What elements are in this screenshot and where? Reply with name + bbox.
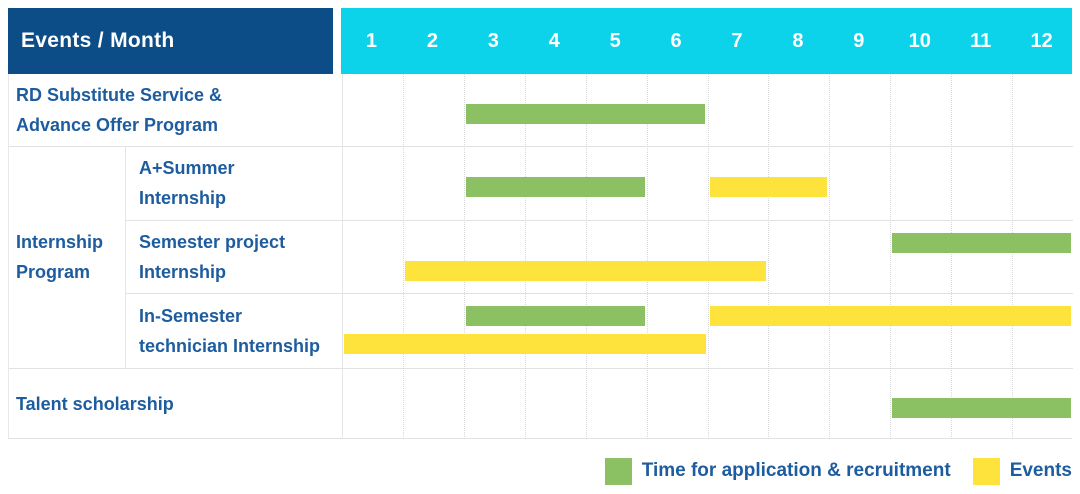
events-month-table: Events / Month 1 2 3 4 5 6 7 8 9 10 11 1… xyxy=(8,8,1073,439)
month-header-strip: 1 2 3 4 5 6 7 8 9 10 11 12 xyxy=(341,8,1072,74)
group-sublabel-divider xyxy=(125,146,126,368)
month-gridline xyxy=(1012,74,1014,439)
application-bar xyxy=(465,177,645,197)
month-gridline xyxy=(402,74,404,439)
month-gridline xyxy=(524,74,526,439)
row-label-text: A+Summer xyxy=(139,158,235,178)
month-header-cell: 1 xyxy=(365,29,378,52)
row-label-a-plus-summer-internship: A+Summer Internship xyxy=(125,146,342,220)
month-header-cell: 9 xyxy=(853,29,865,52)
row-divider xyxy=(125,293,1073,294)
month-grid xyxy=(342,74,1073,439)
month-header-cell: 7 xyxy=(731,29,743,52)
month-header-cell: 8 xyxy=(792,29,804,52)
month-header-cell: 3 xyxy=(487,29,499,52)
label-month-divider xyxy=(342,74,343,439)
month-gridline xyxy=(768,74,770,439)
row-label-in-semester-technician-internship: In-Semester technician Internship xyxy=(125,293,342,368)
month-gridline xyxy=(951,74,953,439)
row-label-talent-scholarship: Talent scholarship xyxy=(9,368,342,439)
event-bar xyxy=(709,177,828,197)
event-bar xyxy=(709,306,1071,326)
month-header-cell: 2 xyxy=(426,29,438,52)
event-bar xyxy=(344,334,706,354)
header-gap xyxy=(333,8,341,74)
event-legend-label: Events xyxy=(1009,460,1072,481)
application-bar xyxy=(892,398,1071,418)
month-header-cell: 11 xyxy=(970,29,992,52)
row-label-text: Semester project xyxy=(139,231,286,252)
month-header-cell: 5 xyxy=(609,29,621,52)
row-label-semester-project-internship: Semester project Internship xyxy=(125,220,342,293)
row-label-text: Internship xyxy=(139,188,227,208)
table-header-row: Events / Month 1 2 3 4 5 6 7 8 9 10 11 1… xyxy=(8,8,1072,74)
month-header-cell: 12 xyxy=(1030,29,1053,52)
month-gridline xyxy=(829,74,831,439)
month-header-cell: 6 xyxy=(670,29,682,52)
group-label-internship-program: Internship Program xyxy=(9,146,125,368)
application-bar xyxy=(465,306,645,326)
month-header-cell: 4 xyxy=(548,29,560,52)
row-label-text: Internship xyxy=(139,261,227,282)
events-month-header-cell: Events / Month xyxy=(8,8,333,74)
month-gridline xyxy=(890,74,892,439)
row-divider xyxy=(125,220,1073,221)
row-divider xyxy=(9,146,1073,147)
application-bar xyxy=(465,104,706,124)
month-header-cell: 10 xyxy=(908,29,931,52)
row-label-text: In-Semester xyxy=(139,305,243,326)
month-gridline xyxy=(585,74,587,439)
application-legend-label: Time for application & recruitment xyxy=(641,460,951,481)
application-legend-swatch xyxy=(604,457,632,485)
events-month-header-label: Events / Month xyxy=(21,29,175,52)
group-label-text: Program xyxy=(16,262,91,282)
legend: Time for application & recruitment Event… xyxy=(604,456,1072,486)
row-label-text: Talent scholarship xyxy=(16,393,174,414)
row-label-text: Advance Offer Program xyxy=(16,115,219,135)
application-bar xyxy=(892,233,1071,253)
month-gridline xyxy=(707,74,709,439)
row-label-text: RD Substitute Service & xyxy=(16,85,223,105)
group-label-text: Internship xyxy=(16,232,104,252)
row-divider xyxy=(9,368,1073,369)
row-label-rd-substitute: RD Substitute Service & Advance Offer Pr… xyxy=(9,74,342,146)
month-gridline xyxy=(646,74,648,439)
row-label-text: technician Internship xyxy=(139,335,321,356)
month-gridline xyxy=(463,74,465,439)
event-bar xyxy=(404,261,767,281)
event-legend-swatch xyxy=(972,457,1000,485)
table-body: RD Substitute Service & Advance Offer Pr… xyxy=(8,74,1073,439)
